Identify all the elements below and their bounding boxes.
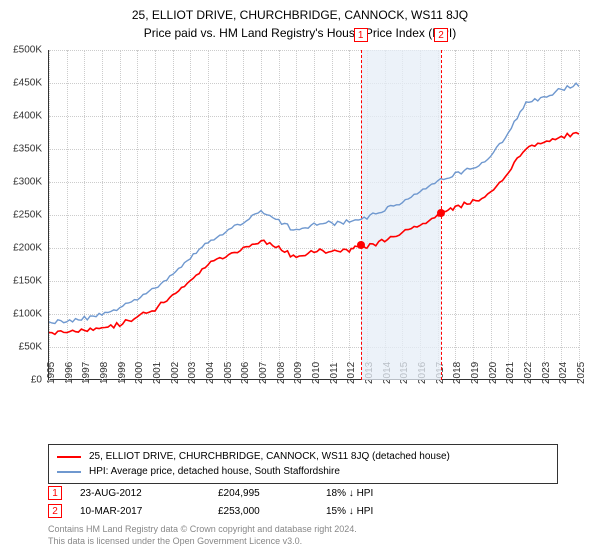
- y-axis-label: £150K: [13, 276, 42, 287]
- chart-title: 25, ELLIOT DRIVE, CHURCHBRIDGE, CANNOCK,…: [0, 0, 600, 22]
- legend-item: HPI: Average price, detached house, Sout…: [57, 464, 549, 479]
- y-axis-label: £0: [31, 375, 42, 386]
- sale-delta: 18% ↓ HPI: [326, 488, 446, 499]
- y-axis-label: £500K: [13, 45, 42, 56]
- chart-area: £0£50K£100K£150K£200K£250K£300K£350K£400…: [48, 50, 578, 410]
- chart-subtitle: Price paid vs. HM Land Registry's House …: [0, 22, 600, 46]
- legend-swatch: [57, 456, 81, 458]
- legend-item: 25, ELLIOT DRIVE, CHURCHBRIDGE, CANNOCK,…: [57, 449, 549, 464]
- footer-line: This data is licensed under the Open Gov…: [48, 536, 558, 548]
- sale-delta: 15% ↓ HPI: [326, 506, 446, 517]
- footer-line: Contains HM Land Registry data © Crown c…: [48, 524, 558, 536]
- y-axis-label: £350K: [13, 144, 42, 155]
- y-axis-label: £450K: [13, 78, 42, 89]
- series-hpi: [49, 83, 579, 323]
- sale-marker-badge: 1: [48, 486, 62, 500]
- sale-date: 23-AUG-2012: [80, 488, 200, 499]
- sale-price: £253,000: [218, 506, 308, 517]
- sale-row: 1 23-AUG-2012 £204,995 18% ↓ HPI: [48, 484, 558, 502]
- chart-container: 25, ELLIOT DRIVE, CHURCHBRIDGE, CANNOCK,…: [0, 0, 600, 560]
- gridline-vertical: [579, 50, 580, 380]
- legend-label: 25, ELLIOT DRIVE, CHURCHBRIDGE, CANNOCK,…: [89, 451, 450, 462]
- marker-label: 1: [354, 28, 368, 42]
- y-axis-label: £50K: [19, 342, 42, 353]
- footer-attribution: Contains HM Land Registry data © Crown c…: [48, 524, 558, 547]
- marker-label: 2: [434, 28, 448, 42]
- y-axis-label: £250K: [13, 210, 42, 221]
- legend-label: HPI: Average price, detached house, Sout…: [89, 466, 340, 477]
- series-svg: [49, 50, 579, 380]
- sale-date: 10-MAR-2017: [80, 506, 200, 517]
- sale-price: £204,995: [218, 488, 308, 499]
- y-axis-label: £300K: [13, 177, 42, 188]
- sale-row: 2 10-MAR-2017 £253,000 15% ↓ HPI: [48, 502, 558, 520]
- y-axis-label: £100K: [13, 309, 42, 320]
- series-price_paid: [49, 133, 579, 335]
- y-axis-label: £200K: [13, 243, 42, 254]
- legend-swatch: [57, 471, 81, 473]
- plot-area: £0£50K£100K£150K£200K£250K£300K£350K£400…: [48, 50, 578, 380]
- sale-marker-badge: 2: [48, 504, 62, 518]
- sales-table: 1 23-AUG-2012 £204,995 18% ↓ HPI 2 10-MAR-201…: [48, 484, 558, 520]
- legend-box: 25, ELLIOT DRIVE, CHURCHBRIDGE, CANNOCK,…: [48, 444, 558, 484]
- y-axis-label: £400K: [13, 111, 42, 122]
